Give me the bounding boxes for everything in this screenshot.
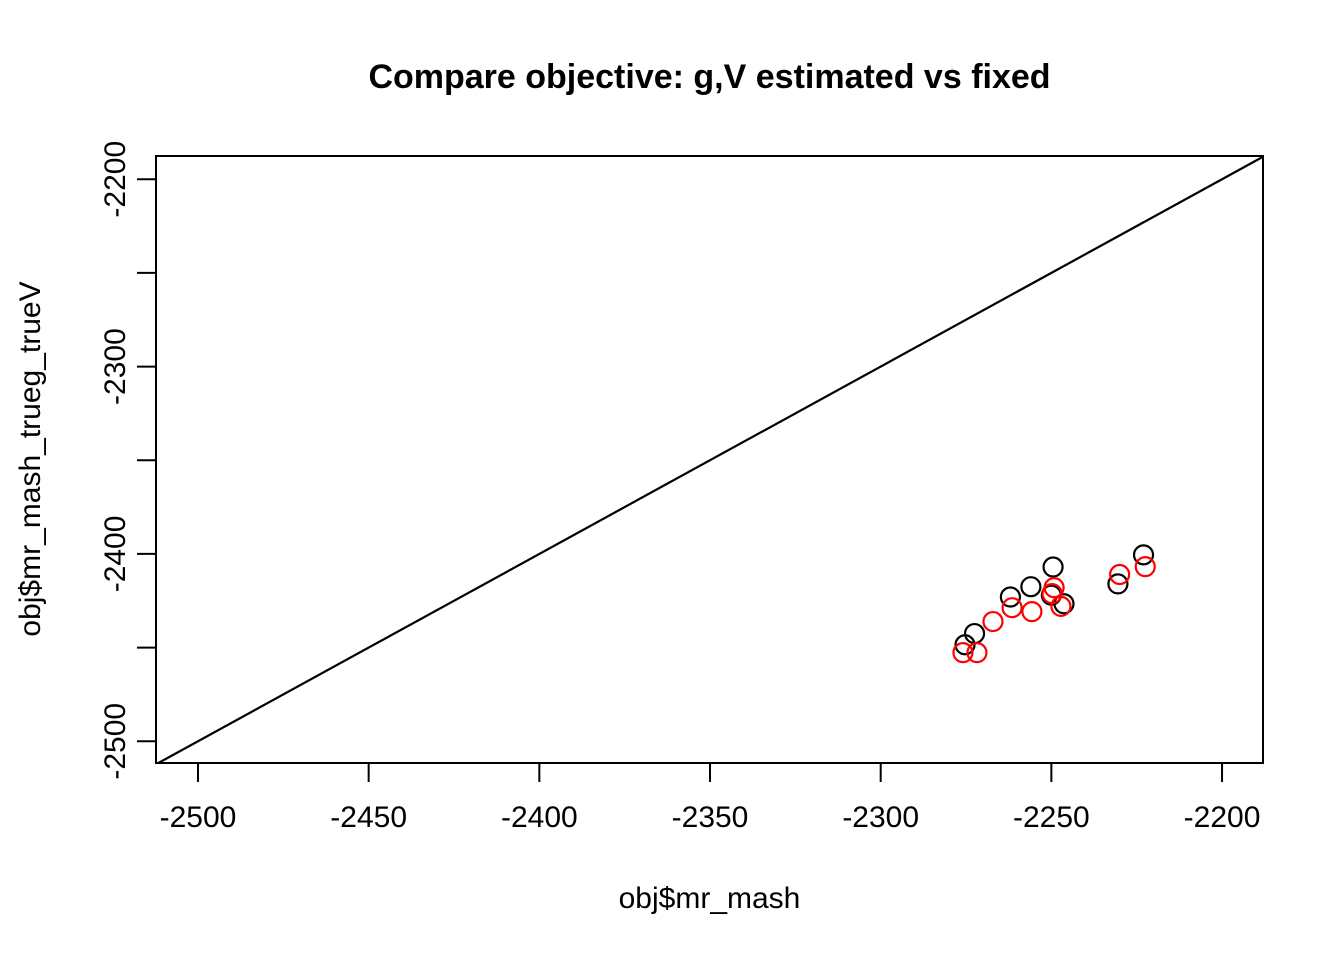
data-point-black-circles bbox=[954, 634, 976, 656]
y-tick-label: -2300 bbox=[99, 328, 132, 405]
x-tick-label: -2200 bbox=[1184, 801, 1261, 834]
data-point-red-circles bbox=[982, 610, 1004, 633]
data-point-red-circles bbox=[1109, 563, 1131, 586]
y-tick-label: -2200 bbox=[99, 141, 132, 218]
data-point-red-circles bbox=[966, 642, 988, 664]
data-point-red-circles bbox=[1021, 601, 1043, 623]
data-point-black-circles bbox=[1042, 556, 1064, 578]
data-point-red-circles bbox=[952, 642, 974, 664]
y-tick-label: -2400 bbox=[99, 516, 132, 593]
data-point-red-circles bbox=[1050, 595, 1072, 617]
data-point-black-circles bbox=[999, 586, 1022, 608]
chart-title: Compare objective: g,V estimated vs fixe… bbox=[368, 58, 1051, 96]
data-point-black-circles bbox=[963, 622, 986, 645]
x-tick-label: -2300 bbox=[842, 801, 919, 834]
data-point-black-circles bbox=[1020, 576, 1042, 598]
x-tick-label: -2400 bbox=[501, 801, 578, 834]
x-tick-label: -2350 bbox=[672, 801, 749, 834]
x-tick-label: -2500 bbox=[160, 801, 237, 834]
y-axis-label: obj$mr_mash_trueg_trueV bbox=[14, 281, 47, 637]
x-tick-label: -2450 bbox=[330, 801, 407, 834]
data-point-black-circles bbox=[1107, 573, 1129, 595]
x-axis-label: obj$mr_mash bbox=[618, 882, 801, 915]
data-point-red-circles bbox=[1001, 597, 1023, 619]
x-tick-label: -2250 bbox=[1013, 801, 1090, 834]
identity-line bbox=[157, 155, 1264, 764]
data-point-red-circles bbox=[1134, 556, 1156, 578]
y-tick-label: -2500 bbox=[99, 703, 132, 780]
data-point-black-circles bbox=[1132, 544, 1155, 566]
